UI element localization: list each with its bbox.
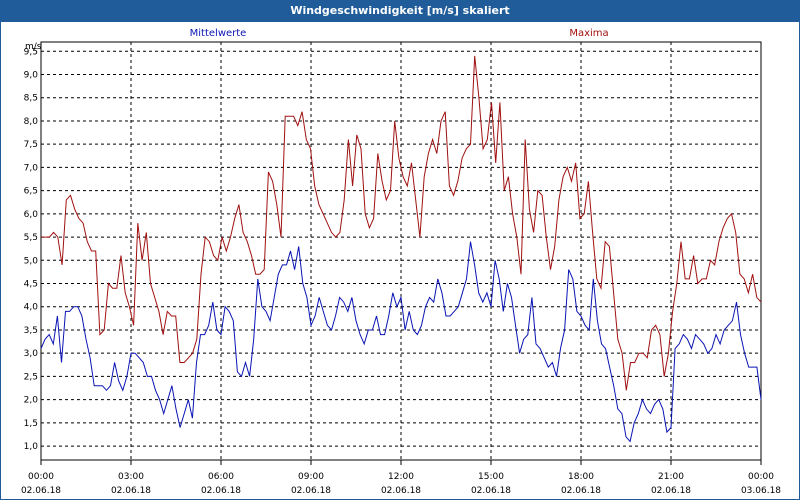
x-tick-date: 02.06.18 xyxy=(561,486,601,496)
y-tick-label: 4,0 xyxy=(24,303,39,313)
y-tick-label: 1,0 xyxy=(24,442,39,452)
chart-title-bar: Windgeschwindigkeit [m/s] skaliert xyxy=(0,0,800,21)
y-axis-ticks: 1,0 1,5 2,0 2,5 3,0 3,5 4,0 4,5 5,0 5,5 6,0 6,5 7,0 7… xyxy=(24,47,39,452)
series-lines xyxy=(40,55,762,443)
chart-title: Windgeschwindigkeit [m/s] skaliert xyxy=(290,4,510,17)
y-tick-label: 3,5 xyxy=(24,326,38,336)
x-tick-time: 03:00 xyxy=(118,472,144,482)
x-tick-time: 15:00 xyxy=(478,472,504,482)
y-tick-label: 8,5 xyxy=(24,94,38,104)
x-tick-time: 00:00 xyxy=(28,472,54,482)
y-tick-label: 7,5 xyxy=(24,140,38,150)
x-tick-date: 02.06.18 xyxy=(471,486,511,496)
y-tick-label: 4,5 xyxy=(24,280,38,290)
legend-mean: Mittelwerte xyxy=(190,28,247,39)
x-tick-date: 02.06.18 xyxy=(111,486,151,496)
y-tick-label: 1,5 xyxy=(24,419,38,429)
y-tick-label: 6,0 xyxy=(24,210,39,220)
y-tick-label: 6,5 xyxy=(24,187,38,197)
y-tick-label: 9,5 xyxy=(24,47,38,57)
y-tick-label: 3,0 xyxy=(24,349,39,359)
series-line-maxima xyxy=(41,55,762,391)
x-axis-ticks: 00:00 02.06.18 03:00 02.06.18 06:00 02.06.18 0… xyxy=(21,460,781,496)
y-tick-label: 5,0 xyxy=(24,256,39,266)
legend-max: Maxima xyxy=(569,28,608,39)
y-tick-label: 9,0 xyxy=(24,71,39,81)
y-axis-unit: m/s xyxy=(25,42,42,52)
series-line-mittelwerte xyxy=(40,241,762,443)
x-tick-time: 00:00 xyxy=(748,472,774,482)
grid-lines xyxy=(41,42,761,460)
x-tick-time: 12:00 xyxy=(388,472,414,482)
y-tick-label: 2,5 xyxy=(24,372,38,382)
y-tick-label: 2,0 xyxy=(24,396,39,406)
x-tick-date: 02.06.18 xyxy=(651,486,691,496)
chart-panel: Mittelwerte Maxima m/s 1,0 1,5 2,0 2,5 3,0 3,… xyxy=(0,21,800,500)
x-tick-time: 06:00 xyxy=(208,472,234,482)
x-tick-time: 09:00 xyxy=(298,472,324,482)
x-tick-date: 03.06.18 xyxy=(741,486,781,496)
x-tick-date: 02.06.18 xyxy=(201,486,241,496)
x-tick-time: 18:00 xyxy=(568,472,594,482)
x-tick-date: 02.06.18 xyxy=(21,486,61,496)
y-tick-label: 8,0 xyxy=(24,117,39,127)
x-tick-date: 02.06.18 xyxy=(291,486,331,496)
y-tick-label: 5,5 xyxy=(24,233,38,243)
y-tick-label: 7,0 xyxy=(24,163,39,173)
x-tick-time: 21:00 xyxy=(658,472,684,482)
wind-speed-chart: Mittelwerte Maxima m/s 1,0 1,5 2,0 2,5 3,0 3,… xyxy=(21,28,781,496)
x-tick-date: 02.06.18 xyxy=(381,486,421,496)
